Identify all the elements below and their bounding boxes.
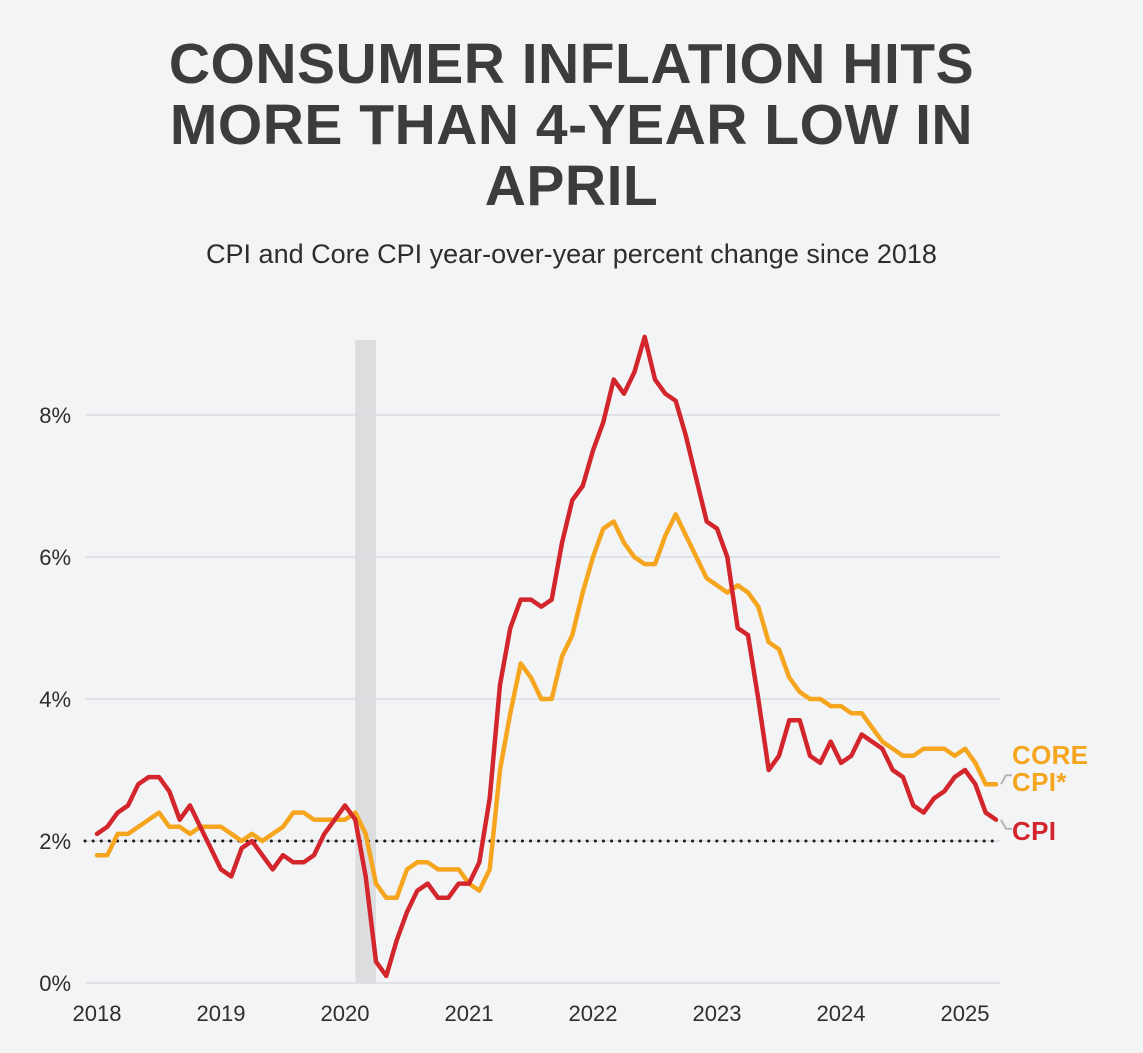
core-cpi-label: CORE CPI* (1012, 742, 1088, 796)
core-label-connector (1000, 774, 1012, 785)
x-tick-label: 2021 (445, 1001, 494, 1026)
x-tick-label: 2019 (197, 1001, 246, 1026)
line-chart: 0% 2% 4% 6% 8% 2018 2019 2020 2021 2022 2023 2024 20… (0, 328, 1143, 1043)
x-tick-label: 2020 (321, 1001, 370, 1026)
x-tick-label: 2024 (817, 1001, 866, 1026)
y-tick-label: 4% (39, 687, 71, 712)
x-tick-label: 2022 (569, 1001, 618, 1026)
chart-header: CONSUMER INFLATION HITS MORE THAN 4-YEAR… (0, 0, 1143, 270)
chart-subtitle: CPI and Core CPI year-over-year percent … (206, 238, 937, 269)
chart-title: CONSUMER INFLATION HITS MORE THAN 4-YEAR… (168, 32, 975, 218)
y-tick-label: 8% (39, 403, 71, 428)
chart-canvas: 0% 2% 4% 6% 8% 2018 2019 2020 2021 2022 2023 2024 20… (39, 334, 1012, 1026)
cpi-label: CPI (1012, 815, 1057, 846)
core-cpi-line (94, 512, 999, 901)
x-tick-label: 2025 (941, 1001, 990, 1026)
x-tick-label: 2018 (73, 1001, 122, 1026)
y-tick-label: 2% (39, 829, 71, 854)
cpi-line (94, 334, 999, 979)
cpi-label-connector (1000, 819, 1012, 830)
y-tick-label: 0% (39, 971, 71, 996)
core-cpi-label-line1: CORE (1012, 740, 1089, 771)
y-tick-label: 6% (39, 545, 71, 570)
x-tick-label: 2023 (693, 1001, 742, 1026)
core-cpi-label-line2: CPI* (1012, 767, 1067, 798)
